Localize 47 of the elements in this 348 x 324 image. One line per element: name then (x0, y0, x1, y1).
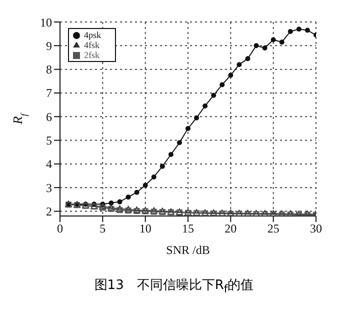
legend-label: 4psk (84, 30, 102, 40)
x-tick-label: 30 (310, 222, 322, 236)
point (151, 174, 156, 180)
point (126, 194, 131, 200)
point (108, 200, 114, 206)
x-tick-label: 20 (224, 222, 237, 236)
point (220, 82, 225, 88)
y-tick-label: 9 (46, 38, 52, 53)
point (279, 40, 284, 45)
point (288, 28, 293, 34)
x-tick-label: 5 (100, 222, 106, 236)
point (160, 164, 165, 169)
y-tick-label: 3 (46, 180, 52, 195)
point (254, 43, 259, 48)
x-tick-label: 15 (182, 222, 194, 236)
y-tick-label: 7 (46, 86, 52, 100)
point (142, 182, 148, 188)
point (194, 115, 200, 120)
x-tick-label: 0 (57, 222, 63, 236)
point (270, 37, 276, 42)
y-tick-label: 10 (40, 15, 52, 30)
point (202, 103, 208, 108)
legend-label: 2fsk (84, 50, 100, 60)
point (116, 207, 123, 214)
y-tick-label: 5 (46, 134, 52, 148)
point (168, 152, 174, 157)
point (262, 46, 268, 51)
x-tick-label: 25 (267, 222, 280, 236)
point (125, 208, 132, 214)
point (296, 26, 302, 32)
point (236, 62, 242, 68)
x-tick-label: 10 (139, 222, 152, 236)
point (176, 140, 182, 146)
y-tick-label: 4 (46, 157, 52, 172)
point (211, 92, 216, 98)
point (228, 72, 234, 78)
y-tick-label: 8 (46, 62, 52, 77)
point (134, 190, 140, 195)
x-axis-title: SNR /dB (166, 243, 210, 257)
point (245, 56, 250, 62)
y-tick-label: 2 (46, 204, 52, 219)
point (304, 28, 310, 33)
legend-label: 4fsk (84, 40, 100, 50)
caption: 图13 不同信噪比下R$_{f}$的值 (93, 277, 255, 296)
point (117, 199, 122, 204)
y-tick-label: 6 (46, 110, 52, 124)
point (186, 126, 190, 131)
